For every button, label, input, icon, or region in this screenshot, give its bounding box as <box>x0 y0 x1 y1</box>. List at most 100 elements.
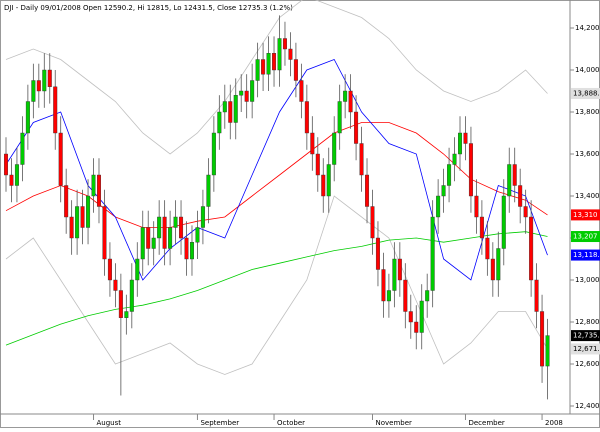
candle-body <box>463 132 468 144</box>
candle-body <box>370 206 375 239</box>
candle-body <box>365 174 370 207</box>
candle-body <box>36 80 41 92</box>
overlay-line <box>5 231 548 346</box>
candle-body <box>53 86 58 134</box>
candle-body <box>386 290 391 302</box>
candle-body <box>512 164 517 186</box>
candle-body <box>189 241 194 260</box>
candle-body <box>282 38 287 50</box>
value-label-box <box>571 231 600 243</box>
candle-body <box>425 290 430 302</box>
candle-body <box>518 185 523 207</box>
candle-body <box>20 132 25 165</box>
candle-body <box>162 216 167 249</box>
candle-body <box>217 111 222 134</box>
candle-body <box>244 90 249 102</box>
candle-body <box>151 237 156 249</box>
candle-body <box>540 311 545 367</box>
candle-body <box>157 216 162 239</box>
candle-body <box>239 90 244 96</box>
candle-body <box>168 227 173 249</box>
chart-title: DJI - Daily 09/01/2008 Open 12590.2, Hi … <box>4 4 293 12</box>
value-label: 13,888.2 <box>573 89 600 97</box>
candle-body <box>69 216 74 239</box>
candle-body <box>250 80 255 102</box>
value-label: 13,207 <box>573 233 598 241</box>
candle-body <box>91 174 96 197</box>
candle-body <box>479 216 484 239</box>
candle-body <box>321 174 326 197</box>
y-tick-label: 14,200 <box>575 24 600 32</box>
candle-body <box>375 237 380 270</box>
candle-body <box>3 153 8 176</box>
candle-body <box>135 258 140 281</box>
candle-body <box>430 216 435 291</box>
candle-body <box>337 101 342 134</box>
candle-body <box>408 311 413 323</box>
candle-body <box>47 69 52 87</box>
x-tick-label: October <box>277 419 305 427</box>
y-tick-label: 12,400 <box>575 402 600 410</box>
candle-body <box>397 258 402 281</box>
candle-body <box>419 300 424 333</box>
candle-body <box>233 94 238 123</box>
candle-body <box>222 101 227 113</box>
value-label: 12,735.3 <box>573 332 600 340</box>
candle-body <box>310 132 315 155</box>
candle-body <box>496 248 501 281</box>
y-tick-label: 12,800 <box>575 318 600 326</box>
candle-body <box>255 59 260 81</box>
candle-body <box>436 195 441 218</box>
candle-body <box>485 237 490 260</box>
value-label: 13,310 <box>573 211 598 219</box>
candle-body <box>414 321 419 333</box>
x-tick-label: September <box>200 419 239 427</box>
candle-body <box>80 206 85 228</box>
value-label-box <box>571 209 600 221</box>
candle-body <box>441 185 446 197</box>
candle-body <box>96 174 101 207</box>
candle-body <box>348 90 353 113</box>
candle-body <box>14 164 19 186</box>
y-tick-label: 13,800 <box>575 108 600 116</box>
candle-body <box>403 279 408 312</box>
candle-body <box>545 335 550 367</box>
candle-body <box>458 132 463 155</box>
value-label-box <box>571 87 600 99</box>
candle-body <box>299 80 304 102</box>
value-label: 12,671.7 <box>573 345 600 353</box>
candle-body <box>315 153 320 176</box>
value-label: 13,118.7 <box>573 251 600 259</box>
candle-body <box>64 185 69 218</box>
candle-body <box>277 38 282 71</box>
candle-body <box>272 53 277 71</box>
candle-body <box>266 53 271 75</box>
candle-body <box>359 143 364 176</box>
y-tick-label: 13,400 <box>575 192 600 200</box>
candle-body <box>507 164 512 197</box>
y-tick-label: 13,600 <box>575 150 600 158</box>
candle-body <box>146 227 151 249</box>
candle-body <box>392 258 397 291</box>
x-tick-label: 2008 <box>545 419 563 427</box>
x-tick-label: December <box>468 419 504 427</box>
candle-body <box>326 164 331 197</box>
candle-body <box>107 258 112 281</box>
candle-body <box>195 227 200 243</box>
y-tick-label: 14,000 <box>575 66 600 74</box>
y-tick-label: 12,600 <box>575 360 600 368</box>
candle-body <box>332 132 337 165</box>
x-tick-label: November <box>375 419 412 427</box>
candle-body <box>206 174 211 207</box>
value-label-box <box>571 330 600 342</box>
candle-body <box>501 195 506 249</box>
candle-body <box>118 290 123 318</box>
y-tick-label: 13,000 <box>575 276 600 284</box>
candle-body <box>129 279 134 312</box>
candle-body <box>184 237 189 260</box>
candle-body <box>304 101 309 134</box>
candle-body <box>9 174 14 186</box>
candle-body <box>293 59 298 81</box>
